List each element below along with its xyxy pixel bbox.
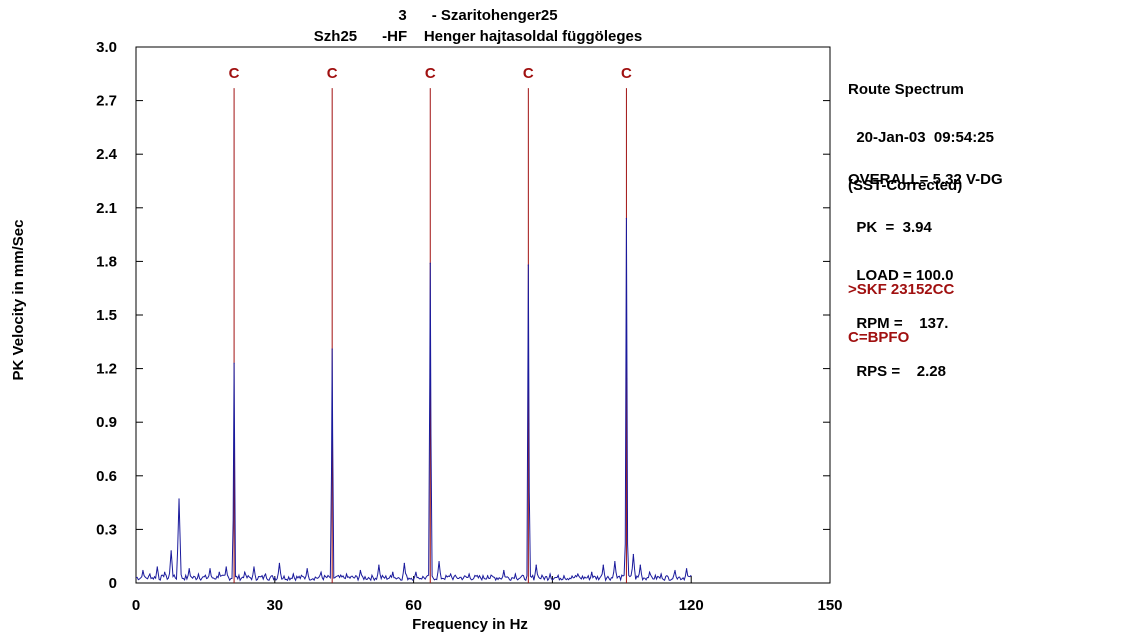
info-title: Route Spectrum [848, 81, 964, 98]
y-tick-label: 0 [109, 575, 117, 592]
y-tick-label: 0.6 [96, 468, 117, 485]
spectrum-peak-point [639, 564, 641, 566]
overall-value: OVERALL= 5.32 V-DG [848, 171, 1003, 188]
x-tick-label: 120 [679, 597, 704, 614]
rps-value: RPS = 2.28 [848, 363, 946, 380]
spectrum-peak-point [331, 348, 333, 350]
y-tick-label: 2.7 [96, 93, 117, 110]
spectrum-peak-point [602, 564, 604, 566]
spectrum-peak-point [278, 562, 281, 564]
spectrum-peak-point [674, 569, 676, 572]
x-axis-label: Frequency in Hz [412, 616, 528, 633]
info-datetime: 20-Jan-03 09:54:25 [848, 129, 994, 146]
spectrum-peak-point [178, 498, 180, 500]
spectrum-peak-point [209, 568, 211, 570]
info-panel: Route Spectrum 20-Jan-03 09:54:25 (SST-C… [848, 50, 994, 210]
spectrum-peak-point [225, 566, 227, 568]
spectrum-peak-point [549, 573, 551, 575]
spectrum-peak-point [614, 560, 616, 563]
y-tick-label: 0.3 [96, 521, 117, 538]
fault-marker-label: C [621, 65, 632, 82]
spectrum-peak-point [514, 573, 516, 575]
spectrum-peak-point [487, 575, 489, 577]
spectrum-trace [135, 218, 692, 582]
spectrum-peak-point [218, 571, 220, 573]
spectrum-peak-point [577, 573, 579, 575]
pk-value: PK = 3.94 [848, 219, 932, 236]
spectrum-peak-point [648, 571, 651, 573]
chart-title-line1: 3 - Szaritohenger25 [398, 7, 557, 24]
spectrum-peak-point [244, 571, 246, 573]
load-value: LOAD = 100.0 [848, 267, 954, 284]
spectrum-peak-point [292, 573, 294, 575]
bearing-panel: >SKF 23152CC C=BPFO [848, 250, 954, 362]
y-tick-label: 3.0 [96, 39, 117, 56]
bearing-model: >SKF 23152CC [848, 281, 955, 298]
fault-definition: C=BPFO [848, 329, 910, 346]
x-tick-label: 90 [544, 597, 561, 614]
spectrum-peak-point [403, 562, 405, 564]
spectrum-peak-point [685, 568, 688, 570]
y-tick-label: 1.2 [96, 361, 117, 378]
spectrum-peak-point [320, 571, 322, 573]
spectrum-peak-point [563, 575, 565, 577]
plot-frame [135, 46, 831, 584]
spectrum-peak-point [438, 560, 440, 563]
rpm-value: RPM = 137. [848, 315, 949, 332]
y-tick-label: 1.8 [96, 253, 117, 270]
spectrum-peak-point [142, 569, 144, 572]
y-tick-label: 0.9 [96, 414, 117, 431]
spectrum-peak-point [233, 362, 235, 364]
fault-marker-label: C [229, 65, 240, 82]
y-axis-label: PK Velocity in mm/Sec [10, 220, 27, 381]
fault-marker-label: C [523, 65, 534, 82]
spectrum-peak-point [503, 569, 505, 572]
spectrum-peak-point [170, 550, 172, 552]
spectrum-peak-point [591, 571, 593, 573]
x-tick-label: 150 [817, 597, 842, 614]
spectrum-peak-point [378, 564, 380, 566]
spectrum-peak-point [149, 573, 151, 575]
spectrum-peak-point [264, 573, 267, 575]
chart-title-line2: Szh25 -HF Henger hajtasoldal függöleges [314, 28, 642, 45]
spectrum-peak-point [359, 569, 361, 572]
spectrum-peak-point [415, 571, 417, 573]
fault-marker-label: C [327, 65, 338, 82]
spectrum-peak-point [527, 264, 529, 266]
spectrum-peak-point [306, 568, 308, 570]
fault-marker-label: C [425, 65, 436, 82]
spectrum-peak-point [197, 573, 200, 575]
plot-area: 0 0.3 0.6 0.9 1.2 1.5 1.8 2.1 2.4 2.7 3.0 0 30 60 90 12… [96, 39, 842, 614]
spectrum-peak-point [429, 262, 431, 264]
x-tick-label: 0 [132, 597, 140, 614]
measurement-panel: OVERALL= 5.32 V-DG PK = 3.94 LOAD = 100.… [848, 140, 1003, 396]
spectrum-peak-point [468, 573, 470, 575]
spectrum-peak-point [535, 564, 537, 566]
y-tick-label: 1.5 [96, 307, 117, 324]
spectrum-peak-point [632, 553, 634, 556]
y-tick-label: 2.1 [96, 200, 117, 217]
spectrum-peak-point [660, 573, 662, 575]
spectrum-peak-point [253, 566, 255, 568]
x-tick-label: 60 [405, 597, 422, 614]
spectrum-peak-point [345, 573, 348, 575]
spectrum-peak-point [392, 571, 394, 573]
y-tick-label: 2.4 [96, 146, 118, 163]
spectrum-peak-point [188, 568, 190, 570]
x-tick-label: 30 [266, 597, 283, 614]
spectrum-peak-point [625, 217, 628, 220]
spectrum-peak-point [156, 566, 158, 568]
spectrum-peak-point [450, 573, 452, 575]
spectrum-peak-point [164, 571, 166, 573]
info-correction: (SST-Corrected) [848, 177, 963, 194]
